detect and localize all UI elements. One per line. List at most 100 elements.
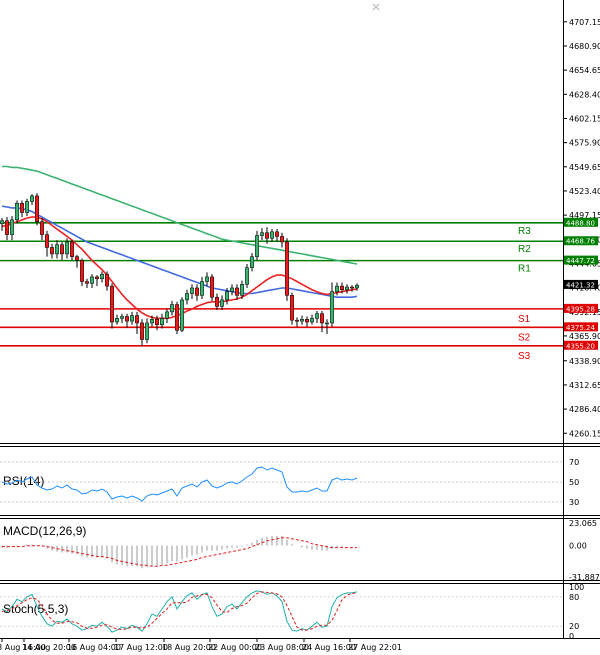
candle bbox=[185, 289, 189, 305]
candle-body bbox=[75, 256, 79, 261]
candle-body bbox=[95, 276, 99, 280]
level-tag-bg bbox=[564, 303, 598, 313]
candle bbox=[245, 264, 249, 288]
candle-body bbox=[140, 322, 144, 340]
candle bbox=[350, 285, 354, 292]
stoch-d-line bbox=[1, 591, 358, 631]
current-price-tag-bg bbox=[564, 279, 598, 289]
candle-body bbox=[285, 241, 289, 296]
candle bbox=[50, 243, 54, 259]
stoch-tick-label: 0 bbox=[569, 632, 574, 641]
candle-body bbox=[0, 220, 4, 224]
candle-body bbox=[170, 304, 174, 313]
candle-body bbox=[155, 319, 159, 326]
candle-body bbox=[350, 286, 354, 289]
candle bbox=[65, 238, 69, 259]
candle bbox=[160, 313, 164, 329]
candle-body bbox=[250, 256, 254, 268]
candle bbox=[75, 254, 79, 268]
candle-body bbox=[90, 276, 94, 284]
stoch-tick-label: 80 bbox=[569, 593, 579, 602]
stoch-title: Stoch(5,5,3) bbox=[3, 602, 68, 616]
candle-body bbox=[215, 296, 219, 307]
candle bbox=[335, 282, 339, 296]
candle bbox=[270, 229, 274, 242]
ma-red-line bbox=[1, 216, 358, 320]
candle bbox=[100, 271, 104, 283]
candle bbox=[30, 194, 34, 206]
level-tag-bg bbox=[564, 322, 598, 332]
price-tick-label: 4575.90 bbox=[569, 139, 600, 148]
candle-body bbox=[295, 319, 299, 322]
candle-body bbox=[315, 313, 319, 319]
candle bbox=[25, 198, 29, 217]
macd-title: MACD(12,26,9) bbox=[3, 524, 86, 538]
candle bbox=[210, 274, 214, 301]
candle bbox=[165, 309, 169, 323]
candle-body bbox=[10, 219, 14, 235]
candle-body bbox=[85, 281, 89, 284]
candle-body bbox=[220, 299, 224, 307]
price-tick-label: 4497.15 bbox=[569, 211, 600, 220]
candle-body bbox=[110, 285, 114, 323]
panel-frames bbox=[0, 0, 600, 639]
candle bbox=[150, 315, 154, 327]
rsi-tick-label: 50 bbox=[569, 478, 579, 487]
level-tag-bg bbox=[564, 255, 598, 265]
level-name-r3: R3 bbox=[518, 226, 531, 237]
candle bbox=[115, 314, 119, 325]
macd-tick-label: 0.00 bbox=[569, 542, 587, 551]
level-name-s2: S2 bbox=[518, 332, 531, 343]
candle bbox=[130, 311, 134, 325]
stoch-tick-label: 100 bbox=[569, 583, 584, 592]
rsi-line bbox=[1, 466, 358, 502]
candle-body bbox=[195, 287, 199, 296]
price-tick-label: 4286.40 bbox=[569, 405, 600, 414]
level-tag-bg bbox=[564, 217, 598, 227]
candle bbox=[170, 300, 174, 316]
candle-body bbox=[80, 260, 84, 282]
rsi-tick-label: 30 bbox=[569, 498, 579, 507]
price-tick-label: 4602.15 bbox=[569, 114, 600, 123]
candle bbox=[110, 283, 114, 329]
price-tick-label: 4628.40 bbox=[569, 90, 600, 99]
price-tick-label: 4365.90 bbox=[569, 332, 600, 341]
candle bbox=[20, 200, 24, 218]
candle-body bbox=[255, 235, 259, 257]
candle bbox=[265, 227, 269, 244]
macd-signal-line bbox=[2, 537, 357, 567]
current-price-tag: 4421.32 bbox=[566, 281, 595, 289]
candle-body bbox=[210, 276, 214, 298]
level-name-r1: R1 bbox=[518, 264, 531, 275]
price-tick-label: 4707.15 bbox=[569, 18, 600, 27]
candle bbox=[105, 271, 109, 291]
candle bbox=[45, 230, 49, 257]
candle bbox=[155, 315, 159, 331]
candle bbox=[220, 295, 224, 311]
candle-body bbox=[25, 201, 29, 213]
candle-body bbox=[330, 291, 334, 324]
candle bbox=[195, 284, 199, 301]
candle bbox=[135, 311, 139, 334]
candle-body bbox=[240, 284, 244, 296]
candle bbox=[285, 238, 289, 301]
candle bbox=[5, 217, 9, 241]
candle-body bbox=[235, 287, 239, 296]
time-tick-label: 16 Aug 04:00 bbox=[67, 643, 121, 652]
candle-body bbox=[345, 286, 349, 291]
level-price-tags: 4488.80 4468.76 4447.72 4395.28 4375.24 4355.… bbox=[564, 217, 598, 350]
price-tick-label: 4680.90 bbox=[569, 42, 600, 51]
level-tag-s1: 4395.28 bbox=[566, 305, 595, 313]
candle-body bbox=[185, 293, 189, 301]
candle-body bbox=[270, 231, 274, 239]
candle bbox=[40, 218, 44, 241]
candle-body bbox=[175, 304, 179, 331]
candle-body bbox=[290, 295, 294, 321]
candle bbox=[345, 284, 349, 294]
time-tick-label: 13 Aug 16:00 bbox=[0, 643, 46, 652]
close-icon[interactable] bbox=[372, 3, 380, 11]
candle bbox=[305, 316, 309, 327]
candle-body bbox=[230, 287, 234, 292]
candle-body bbox=[20, 203, 24, 213]
macd-tick-label: -31.887 bbox=[569, 573, 600, 582]
